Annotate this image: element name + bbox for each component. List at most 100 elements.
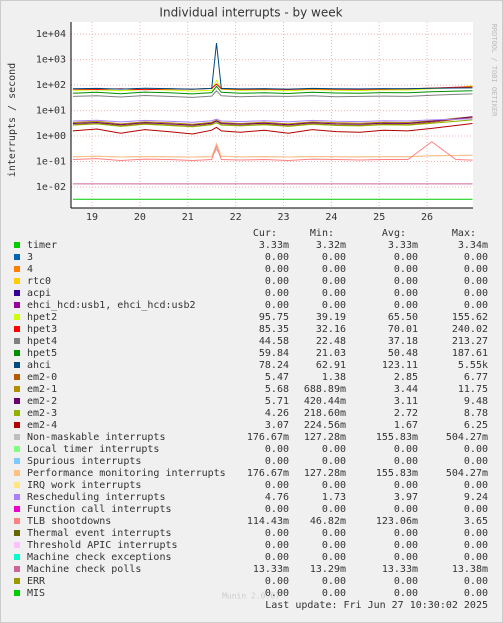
legend-value: 0.00 [322, 264, 346, 275]
last-update: Last update: Fri Jun 27 10:30:02 2025 [265, 600, 488, 611]
chart-title: Individual interrupts - by week [159, 6, 342, 20]
column-header: Cur: [253, 228, 277, 239]
legend-swatch [14, 290, 20, 296]
legend-value: 95.75 [259, 312, 289, 323]
legend-value: 0.00 [394, 264, 418, 275]
legend-swatch [14, 554, 20, 560]
legend-value: 0.00 [322, 456, 346, 467]
legend-value: 0.00 [265, 540, 289, 551]
legend-value: 123.06m [376, 516, 418, 527]
legend-value: 78.24 [259, 360, 289, 371]
legend-value: 0.00 [394, 504, 418, 515]
legend-value: 0.00 [394, 456, 418, 467]
legend-swatch [14, 410, 20, 416]
legend-value: 0.00 [322, 504, 346, 515]
y-tick-label: 1e-01 [36, 157, 66, 168]
legend-label: hpet3 [27, 324, 57, 335]
legend-value: 114.43m [247, 516, 289, 527]
legend-swatch [14, 338, 20, 344]
legend-value: 5.55k [458, 360, 488, 371]
legend-swatch [14, 530, 20, 536]
legend-value: 13.33m [382, 564, 418, 575]
legend-value: 0.00 [464, 480, 488, 491]
legend-swatch [14, 422, 20, 428]
legend-value: 70.01 [388, 324, 418, 335]
legend-value: 59.84 [259, 348, 289, 359]
legend-label: timer [27, 240, 57, 251]
x-tick-label: 24 [325, 212, 337, 223]
series-line [72, 119, 473, 128]
legend-swatch [14, 266, 20, 272]
series-line [72, 116, 473, 125]
legend-value: 218.60m [304, 408, 346, 419]
legend-value: 21.03 [316, 348, 346, 359]
legend-value: 0.00 [394, 540, 418, 551]
legend-value: 0.00 [394, 588, 418, 599]
legend-value: 2.85 [394, 372, 418, 383]
legend-value: 0.00 [265, 576, 289, 587]
y-axis-label: interrupts / second [7, 63, 18, 177]
y-tick-label: 1e+00 [36, 131, 66, 142]
legend-value: 65.50 [388, 312, 418, 323]
legend-label: em2-1 [27, 384, 57, 395]
legend-value: 0.00 [464, 552, 488, 563]
legend-value: 0.00 [322, 480, 346, 491]
legend-swatch [14, 590, 20, 596]
legend-swatch [14, 494, 20, 500]
legend-label: Function call interrupts [27, 504, 172, 515]
legend-value: 0.00 [322, 576, 346, 587]
legend-swatch [14, 326, 20, 332]
legend-value: 0.00 [322, 276, 346, 287]
x-tick-label: 23 [277, 212, 289, 223]
legend-label: Machine check polls [27, 564, 141, 575]
legend-value: 0.00 [265, 504, 289, 515]
legend-value: 0.00 [265, 552, 289, 563]
plot-area [71, 22, 473, 208]
x-tick-label: 19 [86, 212, 98, 223]
legend-swatch [14, 470, 20, 476]
legend-value: 240.02 [452, 324, 488, 335]
x-tick-label: 22 [230, 212, 242, 223]
legend-label: 3 [27, 252, 33, 263]
legend-swatch [14, 434, 20, 440]
legend-label: 4 [27, 264, 33, 275]
legend-value: 13.33m [253, 564, 289, 575]
column-header: Max: [452, 228, 476, 239]
column-header: Avg: [382, 228, 406, 239]
legend-value: 1.67 [394, 420, 418, 431]
legend-swatch [14, 482, 20, 488]
legend-swatch [14, 506, 20, 512]
legend-swatch [14, 518, 20, 524]
legend-label: acpi [27, 288, 51, 299]
legend-value: 155.83m [376, 432, 418, 443]
legend-value: 0.00 [265, 588, 289, 599]
x-tick-label: 26 [421, 212, 433, 223]
legend-value: 0.00 [394, 552, 418, 563]
legend-value: 0.00 [394, 576, 418, 587]
legend-label: ahci [27, 360, 51, 371]
legend-value: 0.00 [464, 444, 488, 455]
legend-value: 155.83m [376, 468, 418, 479]
legend-swatch [14, 374, 20, 380]
legend-value: 0.00 [464, 300, 488, 311]
legend-value: 22.48 [316, 336, 346, 347]
legend-value: 4.26 [265, 408, 289, 419]
legend-label: em2-4 [27, 420, 57, 431]
legend-value: 0.00 [464, 252, 488, 263]
legend-value: 62.91 [316, 360, 346, 371]
legend-value: 0.00 [394, 288, 418, 299]
series-line [72, 116, 473, 126]
legend-value: 13.38m [452, 564, 488, 575]
legend-value: 176.67m [247, 432, 289, 443]
legend-label: Thermal event interrupts [27, 528, 172, 539]
legend-value: 0.00 [464, 456, 488, 467]
legend-value: 420.44m [304, 396, 346, 407]
legend-value: 5.47 [265, 372, 289, 383]
legend-value: 0.00 [464, 288, 488, 299]
y-tick-label: 1e+03 [36, 55, 66, 66]
legend-value: 0.00 [265, 288, 289, 299]
legend-value: 5.68 [265, 384, 289, 395]
legend-label: rtc0 [27, 276, 51, 287]
legend-label: ehci_hcd:usb1, ehci_hcd:usb2 [27, 300, 196, 311]
legend-value: 504.27m [446, 432, 488, 443]
